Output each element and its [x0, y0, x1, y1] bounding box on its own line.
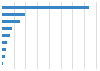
Bar — [2, 13, 25, 16]
Bar — [2, 34, 10, 37]
Bar — [2, 62, 3, 66]
Bar — [2, 20, 20, 23]
Bar — [2, 55, 5, 58]
Bar — [2, 27, 12, 30]
Bar — [2, 5, 89, 9]
Bar — [2, 48, 6, 51]
Bar — [2, 41, 7, 44]
